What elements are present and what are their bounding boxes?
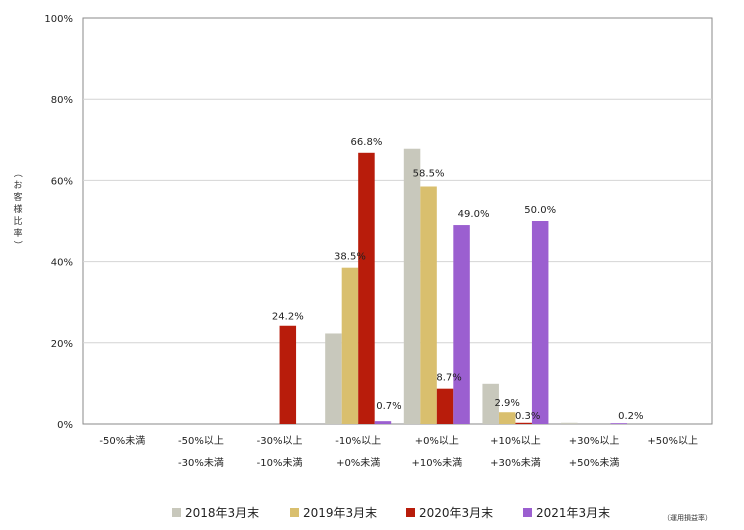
data-label: 24.2% [272, 312, 304, 323]
legend-swatch [406, 508, 415, 517]
y-axis-label-char: 様 [13, 203, 22, 215]
legend-swatch [523, 508, 532, 517]
data-label: 8.7% [436, 373, 461, 384]
bar [436, 388, 454, 424]
legend-label: 2019年3月末 [303, 506, 377, 520]
bar [610, 423, 628, 424]
bar [561, 422, 578, 424]
x-category-label: +30%未満 [490, 457, 541, 469]
x-category-label: +0%未満 [336, 457, 380, 469]
data-label: 50.0% [524, 205, 556, 216]
bar [279, 325, 297, 424]
data-label: 66.8% [351, 137, 383, 148]
y-axis-label-char: 率 [13, 227, 22, 239]
y-tick-label: 40% [51, 258, 73, 269]
data-label: 0.3% [515, 411, 540, 422]
legend-swatch [290, 508, 299, 517]
data-label: 2.9% [494, 398, 519, 409]
y-tick-label: 0% [57, 420, 73, 431]
data-label: 58.5% [413, 168, 445, 179]
y-tick-label: 100% [44, 14, 73, 25]
x-category-label: -30%未満 [178, 457, 224, 469]
bar [498, 412, 516, 424]
x-category-label: -10%以上 [335, 435, 381, 447]
x-category-label: -50%以上 [178, 435, 224, 447]
x-category-label: +50%以上 [647, 435, 698, 447]
data-label: 0.2% [618, 411, 643, 422]
bar [482, 383, 499, 424]
bar [325, 333, 342, 424]
y-tick-label: 80% [51, 95, 73, 106]
legend-label: 2018年3月末 [185, 506, 259, 520]
legend: 2018年3月末 2019年3月末 2020年3月末 2021年3月末 [172, 506, 610, 520]
y-axis-label-char: お [13, 180, 22, 191]
y-axis-ticks: 0% 20% 40% 60% 80% 100% [44, 14, 73, 431]
bar [358, 152, 375, 425]
y-tick-label: 60% [51, 176, 73, 187]
gridlines [82, 17, 713, 425]
x-category-label: +0%以上 [415, 435, 459, 447]
x-category-label: -10%未満 [257, 457, 303, 469]
y-axis-label-char: ） [12, 240, 23, 249]
y-axis-label-char: 比 [13, 215, 22, 227]
bar [531, 221, 549, 424]
x-category-label: +10%未満 [412, 457, 463, 469]
x-axis-categories: -50%未満 -50%以上 -30%未満 -30%以上 -10%未満 -10%以上 +0%未… [99, 435, 698, 469]
bars [279, 148, 628, 425]
x-category-label: +50%未満 [569, 457, 620, 469]
x-category-label: +30%以上 [569, 435, 620, 447]
bar [374, 421, 392, 424]
chart-note: （運用損益率） [663, 513, 712, 522]
data-labels: 24.2% 38.5% 66.8% 0.7% 58.5% 8.7% 49.0% 2.9% 0.3… [272, 137, 644, 422]
legend-label: 2021年3月末 [536, 506, 610, 520]
data-label: 0.7% [376, 401, 401, 412]
bar [420, 186, 437, 424]
y-axis-label-char: （ [12, 168, 23, 177]
x-category-label: -30%以上 [257, 435, 303, 447]
data-label: 49.0% [458, 209, 490, 220]
y-axis-label-char: 客 [13, 191, 22, 203]
x-category-label: -50%未満 [99, 435, 145, 447]
bar [341, 267, 359, 424]
bar [453, 225, 470, 424]
bar [515, 422, 532, 424]
plot-area-frame [82, 17, 713, 425]
data-label: 38.5% [334, 252, 366, 263]
bar [403, 148, 421, 424]
legend-label: 2020年3月末 [419, 506, 493, 520]
x-category-label: +10%以上 [490, 435, 541, 447]
legend-swatch [172, 508, 181, 517]
y-tick-label: 20% [51, 339, 73, 350]
